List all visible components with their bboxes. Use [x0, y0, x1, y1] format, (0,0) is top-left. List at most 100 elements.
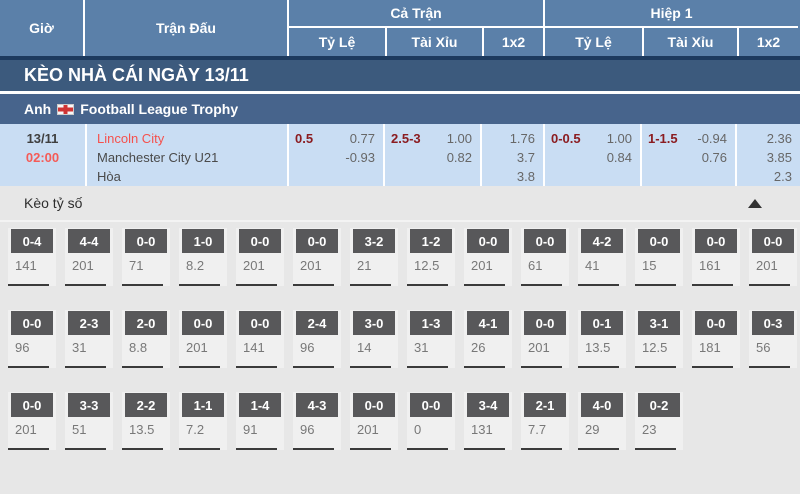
full-1x2-draw[interactable]: 3.7 [516, 150, 535, 165]
full-over-odds[interactable]: 1.00 [446, 131, 472, 146]
score-odds-cell[interactable]: 0-3 56 [749, 310, 797, 368]
full-1x2-home[interactable]: 1.76 [509, 131, 535, 146]
score-odds-cell[interactable]: 0-0 141 [236, 310, 284, 368]
score-odds-cell[interactable]: 4-4 201 [65, 228, 113, 286]
score-odds-cell[interactable]: 0-0 181 [692, 310, 740, 368]
underline [521, 284, 562, 286]
score-odds-cell[interactable]: 1-1 7.2 [179, 392, 227, 450]
score-odds-value: 161 [699, 258, 721, 273]
score-odds-cell[interactable]: 0-2 23 [635, 392, 683, 450]
underline [521, 366, 562, 368]
half-1x2-home[interactable]: 2.36 [766, 131, 792, 146]
away-team[interactable]: Manchester City U21 [97, 150, 219, 165]
score-odds-cell[interactable]: 0-0 61 [521, 228, 569, 286]
score-odds-cell[interactable]: 0-0 201 [293, 228, 341, 286]
score-odds-cell[interactable]: 1-4 91 [236, 392, 284, 450]
match-teams-cell[interactable]: Lincoln City Manchester City U21 Hòa [85, 124, 287, 186]
score-odds-cell[interactable]: 4-2 41 [578, 228, 626, 286]
collapse-triangle-icon[interactable] [748, 198, 762, 208]
half-1x2-draw[interactable]: 3.85 [766, 150, 792, 165]
score-odds-cell[interactable]: 2-3 31 [65, 310, 113, 368]
score-odds-cell[interactable]: 0-4 141 [8, 228, 56, 286]
underline [8, 366, 49, 368]
score-odds-cell[interactable]: 3-2 21 [350, 228, 398, 286]
full-1x2-away[interactable]: 3.8 [516, 169, 535, 184]
full-under-odds[interactable]: 0.82 [446, 150, 472, 165]
half-1x2-away[interactable]: 2.3 [773, 169, 792, 184]
full-handicap-line: 0.5 [295, 131, 314, 146]
half-over-odds[interactable]: -0.94 [697, 131, 727, 146]
score-label: 2-2 [125, 393, 167, 417]
score-odds-value: 141 [15, 258, 37, 273]
correct-score-title: Kèo tỷ số [24, 195, 83, 211]
score-odds-cell[interactable]: 4-3 96 [293, 392, 341, 450]
score-odds-cell[interactable]: 2-2 13.5 [122, 392, 170, 450]
score-odds-cell[interactable]: 0-0 201 [179, 310, 227, 368]
underline [293, 284, 334, 286]
score-odds-value: 181 [699, 340, 721, 355]
score-odds-cell[interactable]: 0-0 96 [8, 310, 56, 368]
half-under-odds[interactable]: 0.76 [701, 150, 727, 165]
score-odds-cell[interactable]: 0-0 201 [350, 392, 398, 450]
score-odds-cell[interactable]: 3-1 12.5 [635, 310, 683, 368]
score-odds-value: 201 [186, 340, 208, 355]
score-odds-value: 12.5 [414, 258, 440, 273]
score-odds-value: 201 [471, 258, 493, 273]
score-odds-cell[interactable]: 0-0 161 [692, 228, 740, 286]
score-odds-cell[interactable]: 2-0 8.8 [122, 310, 170, 368]
score-odds-cell[interactable]: 0-1 13.5 [578, 310, 626, 368]
score-odds-cell[interactable]: 3-0 14 [350, 310, 398, 368]
score-odds-value: 21 [357, 258, 372, 273]
match-row: 13/11 02:00 Lincoln City Manchester City… [0, 124, 800, 186]
score-odds-cell[interactable]: 4-1 26 [464, 310, 512, 368]
full-over-under-cell[interactable]: 2.5-3 1.00 0.82 [383, 124, 480, 186]
half-over-under-cell[interactable]: 1-1.5 -0.94 0.76 [640, 124, 735, 186]
score-odds-cell[interactable]: 0-0 201 [521, 310, 569, 368]
score-odds-value: 201 [300, 258, 322, 273]
score-odds-cell[interactable]: 0-0 201 [749, 228, 797, 286]
odds-table-header: Giờ Trận Đấu Cả Trận Tỷ Lệ Tài Xỉu 1x2 H… [0, 0, 800, 60]
score-odds-cell[interactable]: 0-0 15 [635, 228, 683, 286]
score-odds-value: 96 [300, 340, 315, 355]
england-flag-icon [57, 103, 75, 115]
score-odds-cell[interactable]: 4-0 29 [578, 392, 626, 450]
score-odds-cell[interactable]: 3-4 131 [464, 392, 512, 450]
half-handicap-cell[interactable]: 0-0.5 1.00 0.84 [543, 124, 640, 186]
half-1x2-cell[interactable]: 2.36 3.85 2.3 [735, 124, 800, 186]
score-odds-cell[interactable]: 2-4 96 [293, 310, 341, 368]
score-odds-cell[interactable]: 1-2 12.5 [407, 228, 455, 286]
col-header-match: Trận Đấu [156, 20, 216, 36]
score-odds-value: 7.7 [528, 422, 547, 437]
league-bar[interactable]: Anh Football League Trophy [0, 94, 800, 124]
half-handicap-odds-away[interactable]: 0.84 [606, 150, 632, 165]
score-label: 0-0 [125, 229, 167, 253]
score-odds-cell[interactable]: 2-1 7.7 [521, 392, 569, 450]
score-odds-cell[interactable]: 1-3 31 [407, 310, 455, 368]
score-odds-cell[interactable]: 0-0 201 [464, 228, 512, 286]
score-label: 0-0 [11, 393, 53, 417]
full-handicap-odds-home[interactable]: 0.77 [349, 131, 375, 146]
full-1x2-cell[interactable]: 1.76 3.7 3.8 [480, 124, 543, 186]
underline [8, 284, 49, 286]
underline [293, 448, 334, 450]
score-odds-cell[interactable]: 0-0 0 [407, 392, 455, 450]
underline [350, 448, 391, 450]
full-handicap-cell[interactable]: 0.5 0.77 -0.93 [287, 124, 383, 186]
col-header-full-1x2: 1x2 [482, 28, 543, 56]
score-odds-cell[interactable]: 3-3 51 [65, 392, 113, 450]
score-odds-cell[interactable]: 0-0 201 [8, 392, 56, 450]
score-odds-value: 96 [15, 340, 30, 355]
league-country: Anh [24, 101, 52, 117]
score-label: 0-0 [410, 393, 452, 417]
match-date: 13/11 [26, 131, 59, 146]
score-odds-value: 201 [357, 422, 379, 437]
score-odds-cell[interactable]: 0-0 201 [236, 228, 284, 286]
underline [65, 284, 106, 286]
score-odds-cell[interactable]: 1-0 8.2 [179, 228, 227, 286]
full-handicap-odds-away[interactable]: -0.93 [345, 150, 375, 165]
home-team[interactable]: Lincoln City [97, 131, 165, 146]
score-odds-value: 8.2 [186, 258, 205, 273]
score-label: 0-0 [638, 229, 680, 253]
half-handicap-odds-home[interactable]: 1.00 [606, 131, 632, 146]
score-odds-cell[interactable]: 0-0 71 [122, 228, 170, 286]
